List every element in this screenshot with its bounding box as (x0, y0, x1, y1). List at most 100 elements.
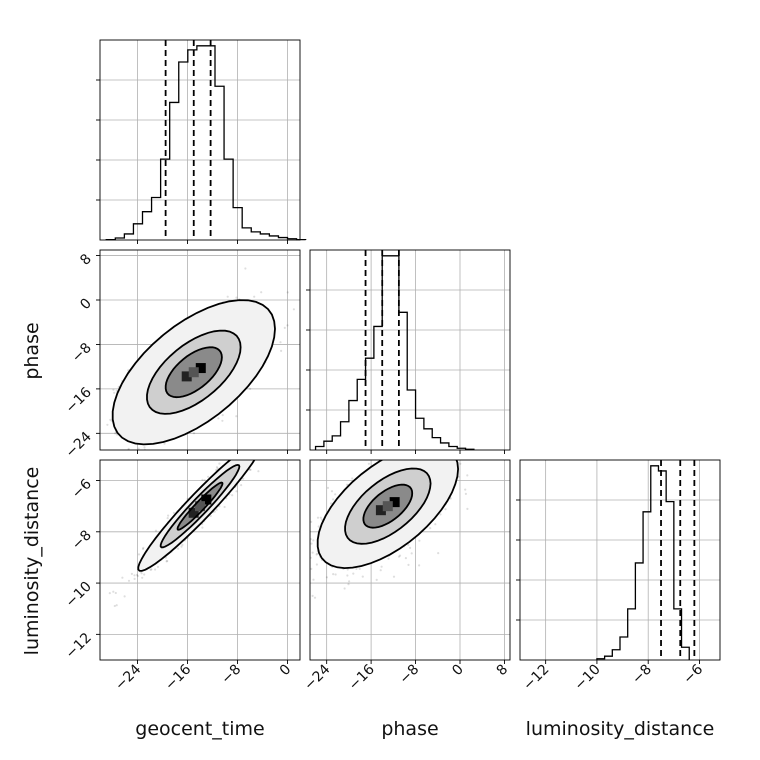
scatter-point (114, 432, 117, 435)
scatter-point (367, 462, 370, 465)
scatter-point (137, 553, 141, 556)
panel-content (310, 460, 469, 599)
scatter-point (226, 295, 229, 298)
contour-line (164, 346, 223, 399)
scatter-point (343, 587, 346, 590)
scatter-point (466, 507, 469, 510)
density-peak-cell (188, 507, 199, 518)
scatter-point (166, 559, 169, 563)
scatter-point (154, 568, 157, 571)
density-peak-cell (181, 371, 192, 382)
scatter-point (351, 477, 354, 480)
x-axis-label-geocent-time: geocent_time (135, 718, 264, 740)
contour-line (146, 329, 242, 415)
scatter-point (310, 542, 313, 545)
scatter-point (437, 552, 440, 555)
scatter-point (141, 576, 144, 579)
scatter-point (127, 579, 131, 582)
scatter-point (215, 466, 219, 469)
scatter-point (235, 415, 238, 418)
scatter-point (326, 486, 330, 489)
density-peak (188, 494, 212, 518)
scatter-point (253, 295, 256, 298)
panel-frame (519, 459, 721, 661)
scatter-point (203, 479, 206, 482)
scatter-point (375, 578, 378, 582)
scatter-point (257, 470, 260, 473)
x-axis-label-luminosity-distance: luminosity_distance (526, 718, 715, 740)
scatter-point (334, 573, 337, 576)
contour-line (111, 299, 276, 446)
panel-frame (309, 459, 511, 661)
scatter-point (216, 467, 219, 470)
scatter-point (325, 576, 328, 579)
scatter-point (235, 296, 238, 299)
scatter-point (449, 497, 452, 500)
histogram-step (105, 45, 307, 241)
scatter-point (409, 546, 412, 550)
density-peak-cell (375, 505, 386, 516)
scatter-point (121, 576, 124, 579)
scatter-point (404, 557, 407, 560)
scatter-point (315, 553, 318, 556)
panel-frame (99, 39, 301, 241)
scatter-point (410, 552, 413, 555)
scatter-point (113, 604, 116, 608)
scatter-point (217, 417, 220, 420)
scatter-point (429, 527, 432, 530)
panel-content (108, 460, 260, 608)
scatter-point (418, 539, 421, 542)
scatter-point (137, 447, 140, 450)
scatter-point (397, 555, 401, 558)
scatter-point (286, 324, 289, 327)
scatter-point (150, 568, 153, 571)
scatter-point (292, 308, 295, 311)
scatter-point (209, 514, 212, 518)
histogram-step (596, 465, 690, 660)
scatter-point (154, 529, 158, 532)
scatter-point (315, 563, 318, 566)
scatter-point (434, 523, 437, 526)
scatter-point (332, 498, 335, 501)
density-peak-cell (382, 501, 393, 512)
contour-line (362, 483, 414, 529)
scatter-point (136, 574, 139, 578)
scatter-point (380, 565, 383, 568)
x-axis-label-phase: phase (381, 718, 438, 740)
scatter-point (109, 418, 112, 421)
scatter-point (172, 511, 175, 514)
contour-line (316, 460, 460, 570)
panel-frame (309, 249, 511, 451)
density-peak (181, 363, 206, 382)
scatter-point (123, 595, 126, 598)
scatter-point (149, 568, 152, 572)
scatter-point (444, 508, 447, 511)
scatter-point (177, 547, 180, 550)
scatter-point (345, 483, 349, 486)
scatter-point (215, 468, 218, 472)
scatter-point (407, 543, 410, 547)
density-peak (375, 497, 400, 516)
density-peak-cell (188, 367, 199, 378)
panel-frame (99, 459, 301, 661)
scatter-point (248, 468, 252, 471)
scatter-point (133, 574, 136, 577)
scatter-point (165, 560, 168, 563)
scatter-point (464, 488, 467, 491)
scatter-point (115, 604, 118, 607)
scatter-point (244, 267, 247, 270)
scatter-point (418, 564, 421, 567)
density-peak-cell (195, 363, 206, 374)
scatter-point (235, 490, 238, 493)
scatter-point (260, 291, 263, 294)
scatter-point (316, 516, 320, 519)
scatter-point (181, 543, 184, 547)
scatter-point (213, 510, 216, 513)
scatter-point (112, 590, 115, 593)
scatter-point (358, 567, 361, 571)
scatter-point (311, 551, 314, 554)
scatter-point (221, 419, 224, 422)
scatter-point (439, 513, 442, 516)
scatter-point (249, 387, 252, 390)
